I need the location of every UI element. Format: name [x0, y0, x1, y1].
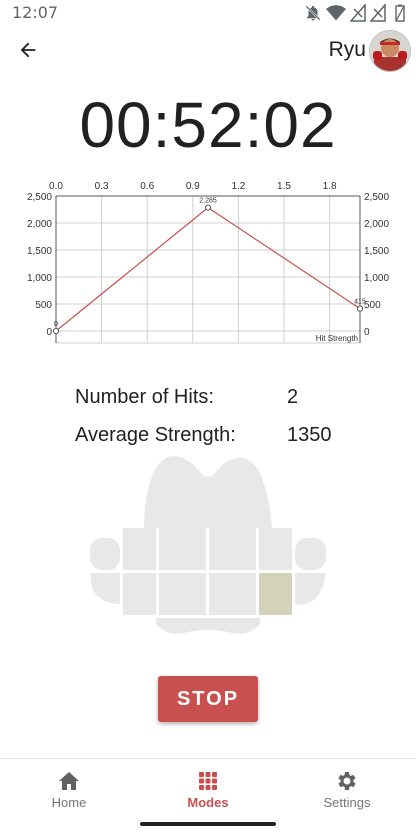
data-point: [204, 204, 212, 211]
x-tick-label: 0.9: [186, 181, 200, 192]
y-tick-label-left: 1,000: [27, 273, 52, 284]
data-label: 0: [54, 321, 58, 328]
target-cell: [209, 528, 256, 570]
target-dummy-svg: [90, 456, 326, 634]
y-tick-label-right: 1,000: [364, 273, 389, 284]
gear-icon: [338, 772, 356, 790]
stop-button[interactable]: STOP: [158, 676, 258, 722]
y-tick-label-left: 500: [35, 300, 52, 311]
gesture-handle[interactable]: [140, 822, 276, 826]
bottom-nav: Home Modes Settings: [0, 758, 416, 819]
signal-icon-2: [370, 4, 386, 22]
dummy-base: [156, 618, 260, 634]
target-cell: [123, 528, 156, 570]
y-tick-label-left: 2,500: [27, 192, 52, 203]
target-cell: [159, 573, 206, 615]
target-cell: [295, 573, 326, 605]
timer-display: 00:52:02: [79, 89, 337, 161]
target-cell-highlighted: [259, 573, 292, 615]
x-tick-label: 0.0: [49, 181, 63, 192]
y-tick-label-left: 0: [46, 327, 52, 338]
avatar-icon: [370, 31, 410, 71]
nav-label-settings: Settings: [323, 795, 371, 810]
chart-series: 0 2,285 415 Hit Strength: [52, 198, 366, 343]
strength-label: Average Strength:: [75, 424, 236, 446]
nav-item-settings[interactable]: Settings: [278, 759, 416, 817]
y-tick-label-right: 1,500: [364, 246, 389, 257]
y-tick-label-right: 500: [364, 300, 381, 311]
data-point: [356, 305, 364, 312]
target-cell: [259, 528, 292, 570]
x-tick-label: 1.8: [323, 181, 337, 192]
y-tick-label-right: 0: [364, 327, 370, 338]
target-cell: [159, 528, 206, 570]
target-cell: [123, 573, 156, 615]
app-header: Ryu: [0, 30, 416, 72]
hits-row: Number of Hits: 2: [75, 386, 375, 424]
status-bar: 12:07: [0, 0, 416, 26]
series-label: Hit Strength: [316, 334, 358, 343]
hits-label: Number of Hits:: [75, 386, 214, 408]
target-cell: [209, 573, 256, 615]
avatar[interactable]: [369, 30, 411, 72]
stats-panel: Number of Hits: 2 Average Strength: 1350: [75, 386, 375, 462]
dummy-head: [144, 456, 272, 528]
nav-label-modes: Modes: [187, 795, 229, 810]
home-icon: [59, 772, 79, 790]
data-label: 2,285: [199, 198, 217, 205]
x-tick-label: 1.2: [231, 181, 245, 192]
grid-icon: [199, 772, 217, 790]
back-button[interactable]: [14, 36, 42, 64]
chart-grid: [55, 195, 361, 344]
arrow-back-icon: [20, 42, 36, 58]
nav-item-modes[interactable]: Modes: [139, 759, 277, 817]
strength-value: 1350: [287, 424, 332, 446]
x-tick-label: 0.6: [140, 181, 154, 192]
y-tick-label-right: 2,000: [364, 219, 389, 230]
hits-value: 2: [287, 386, 299, 408]
hit-strength-chart: 0 0 500 500 1,000 1,000 1,500 1,500 2,000 2,000 2,…: [0, 176, 416, 352]
status-time: 12:07: [12, 3, 59, 22]
data-label: 415: [354, 299, 366, 306]
notifications-off-icon: [305, 5, 321, 21]
target-cell: [90, 573, 120, 604]
signal-icon: [350, 4, 366, 22]
y-tick-label-left: 1,500: [27, 246, 52, 257]
data-point: [52, 327, 60, 335]
y-tick-label-right: 2,500: [364, 192, 389, 203]
nav-label-home: Home: [51, 795, 87, 810]
battery-icon: [395, 4, 405, 22]
nav-item-home[interactable]: Home: [0, 759, 138, 817]
target-cell: [90, 538, 120, 570]
x-tick-label: 0.3: [95, 181, 109, 192]
user-name: Ryu: [328, 38, 366, 61]
y-tick-label-left: 2,000: [27, 219, 52, 230]
x-tick-label: 1.5: [277, 181, 291, 192]
target-dummy: [88, 454, 328, 640]
strength-row: Average Strength: 1350: [75, 424, 375, 462]
wifi-icon: [326, 5, 346, 21]
gesture-bar: [0, 818, 416, 832]
target-cell: [295, 538, 326, 570]
